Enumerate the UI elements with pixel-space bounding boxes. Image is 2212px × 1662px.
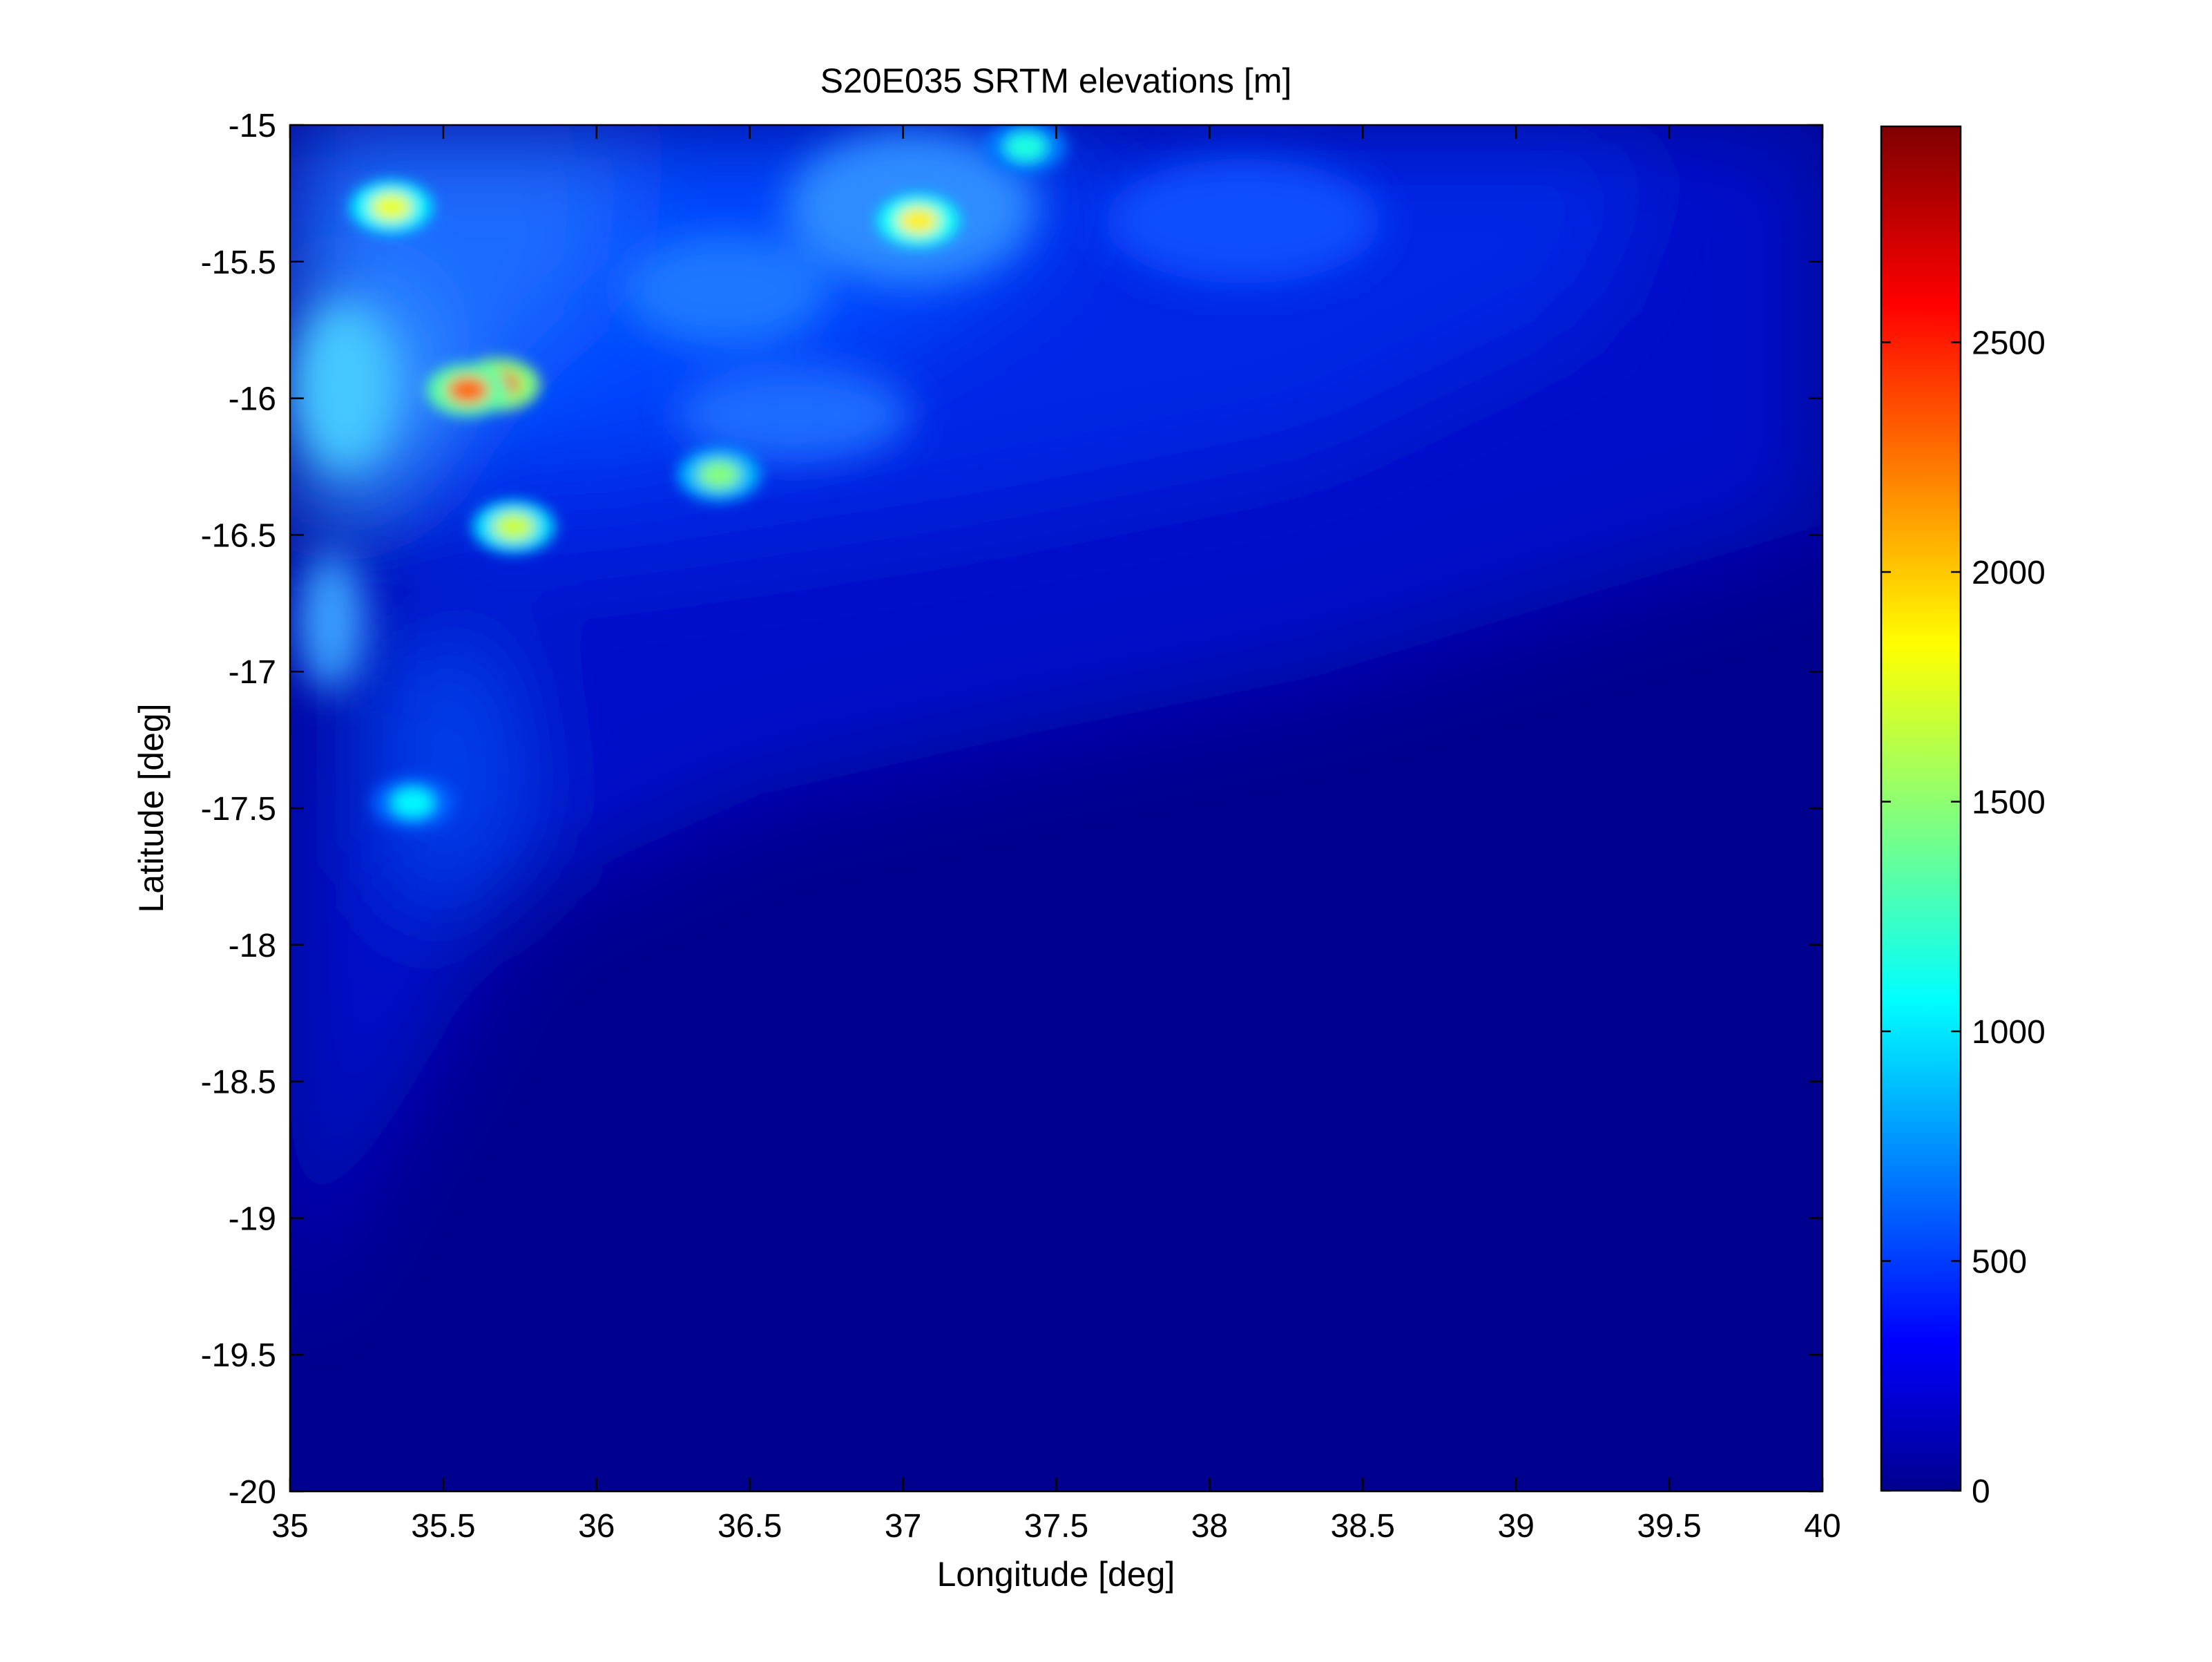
colorbar-tick-label: 2500 bbox=[1972, 325, 2046, 362]
y-axis-ticks: -15 -15.5 -16 -16.5 -17 -17.5 -18 -18.5 -19 -19.5… bbox=[201, 108, 1823, 1511]
peak-4 bbox=[698, 461, 740, 489]
x-tick-label: 36 bbox=[578, 1508, 615, 1545]
x-tick-label: 40 bbox=[1804, 1508, 1840, 1545]
y-tick-label: -15 bbox=[229, 108, 276, 144]
y-axis-label: Latitude [deg] bbox=[132, 703, 171, 913]
peak-5 bbox=[492, 513, 535, 541]
y-tick-label: -16 bbox=[229, 381, 276, 418]
colorbar-tick-label: 1000 bbox=[1972, 1014, 2046, 1051]
elevation-heatmap bbox=[290, 125, 1823, 1491]
peak-1 bbox=[447, 376, 489, 404]
x-tick-label: 38.5 bbox=[1331, 1508, 1395, 1545]
y-tick-label: -16.5 bbox=[201, 517, 276, 554]
chart-title: S20E035 SRTM elevations [m] bbox=[820, 61, 1292, 100]
colorbar-tick-label: 1500 bbox=[1972, 785, 2046, 821]
colorbar-tick-label: 500 bbox=[1972, 1244, 2027, 1281]
x-tick-label: 36.5 bbox=[718, 1508, 782, 1545]
y-tick-label: -15.5 bbox=[201, 245, 276, 281]
x-tick-label: 39 bbox=[1498, 1508, 1535, 1545]
colorbar-gradient bbox=[1881, 126, 1961, 1491]
y-tick-label: -18.5 bbox=[201, 1064, 276, 1101]
colorbar-tick-label: 2000 bbox=[1972, 555, 2046, 591]
y-tick-label: -17 bbox=[229, 654, 276, 691]
x-axis-label: Longitude [deg] bbox=[937, 1555, 1175, 1594]
peak-2 bbox=[897, 207, 939, 235]
y-tick-label: -18 bbox=[229, 928, 276, 964]
y-tick-label: -20 bbox=[229, 1474, 276, 1511]
y-tick-label: -17.5 bbox=[201, 791, 276, 828]
x-axis-ticks: 35 35.5 36 36.5 37 37.5 38 38.5 39 39.5 40 bbox=[271, 125, 1841, 1545]
colorbar-ticks: 0 500 1000 1500 2000 2500 bbox=[1881, 325, 2046, 1510]
y-tick-label: -19.5 bbox=[201, 1337, 276, 1374]
peak-3 bbox=[370, 193, 412, 221]
x-tick-label: 38 bbox=[1191, 1508, 1228, 1545]
peak-6 bbox=[1005, 133, 1047, 161]
x-tick-label: 37 bbox=[885, 1508, 921, 1545]
x-tick-label: 37.5 bbox=[1024, 1508, 1088, 1545]
colorbar: 0 500 1000 1500 2000 2500 bbox=[1880, 125, 2046, 1510]
colorbar-frame bbox=[1880, 125, 1962, 1492]
y-tick-label: -19 bbox=[229, 1201, 276, 1237]
x-tick-label: 35.5 bbox=[411, 1508, 475, 1545]
x-tick-label: 39.5 bbox=[1637, 1508, 1701, 1545]
peak-7 bbox=[392, 789, 434, 817]
mountain-peaks bbox=[349, 125, 1068, 830]
x-tick-label: 35 bbox=[271, 1508, 308, 1545]
colorbar-tick-label: 0 bbox=[1972, 1473, 1990, 1510]
